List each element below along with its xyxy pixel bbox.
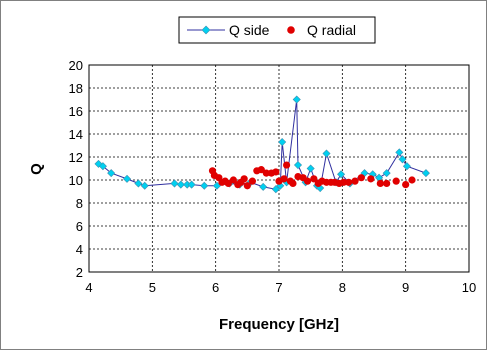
q-radial-point <box>280 175 288 183</box>
q-radial-point <box>392 177 400 185</box>
y-tick-label: 20 <box>69 58 83 73</box>
q-side-point <box>98 162 107 171</box>
q-side-point <box>107 169 116 178</box>
q-side-point <box>140 181 149 190</box>
q-radial-point <box>289 179 297 188</box>
q-side-point <box>259 182 268 191</box>
q-radial-point <box>240 175 248 183</box>
q-side-point <box>176 180 185 189</box>
q-radial-point <box>367 175 375 183</box>
q-radial-point <box>351 177 359 185</box>
q-radial-point <box>408 176 416 184</box>
y-tick-label: 14 <box>69 127 83 142</box>
q-radial-point <box>224 179 232 188</box>
y-tick-label: 6 <box>76 219 83 234</box>
x-tick-label: 6 <box>212 280 219 295</box>
y-tick-labels: 2 4 6 8 10 12 14 16 18 20 <box>69 58 83 280</box>
grid-lines <box>89 65 469 272</box>
q-side-point <box>292 95 301 104</box>
legend-q-side-label: Q side <box>229 22 270 38</box>
x-tick-label: 5 <box>149 280 156 295</box>
q-side-point <box>337 170 346 179</box>
q-radial-point <box>402 181 410 189</box>
q-radial-point <box>283 161 291 169</box>
q-side-point <box>306 164 315 173</box>
q-side-point <box>293 161 303 170</box>
q-radial-point <box>248 177 256 185</box>
q-radial-point <box>345 178 353 186</box>
x-tick-label: 4 <box>85 280 92 295</box>
legend-q-radial-marker <box>287 26 295 34</box>
y-tick-label: 12 <box>69 150 83 165</box>
y-tick-label: 4 <box>76 242 83 257</box>
q-radial-point <box>357 174 365 182</box>
q-side-point <box>322 149 331 158</box>
q-side-point <box>398 155 407 164</box>
y-tick-label: 8 <box>76 196 83 211</box>
q-side-point <box>200 181 209 190</box>
x-tick-label: 8 <box>339 280 346 295</box>
q-radial-point <box>303 177 312 185</box>
x-tick-label: 7 <box>275 280 282 295</box>
x-tick-label: 9 <box>402 280 409 295</box>
q-radial-point <box>310 175 318 183</box>
legend-q-radial-label: Q radial <box>307 22 356 38</box>
q-radial-point <box>229 176 237 184</box>
y-tick-label: 10 <box>69 173 83 188</box>
q-radial-point <box>262 169 270 177</box>
q-side-point <box>134 179 143 188</box>
q-side-point <box>421 169 430 178</box>
x-tick-label: 10 <box>462 280 476 295</box>
q-side-point <box>395 148 404 157</box>
q-radial-point <box>376 179 384 188</box>
q-side-point <box>94 159 103 168</box>
q-radial-point <box>272 168 280 176</box>
q-side-point <box>402 162 411 171</box>
y-tick-label: 2 <box>76 265 83 280</box>
q-side-point <box>382 169 391 178</box>
x-axis-title: Frequency [GHz] <box>219 316 339 333</box>
plot-border <box>88 64 470 273</box>
q-radial-point <box>243 182 251 190</box>
q-side-point <box>170 179 179 188</box>
q-radial-point <box>383 179 391 188</box>
series-layer <box>94 95 430 194</box>
y-axis-title: Q <box>28 163 45 175</box>
legend: Q side Q radial <box>178 16 376 44</box>
y-tick-label: 16 <box>69 104 83 119</box>
legend-q-side-marker <box>201 25 211 35</box>
q-radial-point <box>340 178 348 186</box>
q-side-point <box>278 138 287 147</box>
x-tick-labels: 4 5 6 7 8 9 10 <box>85 280 476 295</box>
q-radial-point <box>257 166 265 174</box>
q-side-point <box>271 185 280 194</box>
y-tick-label: 18 <box>69 81 83 96</box>
q-side-point <box>187 180 196 189</box>
q-side-point <box>122 174 132 183</box>
